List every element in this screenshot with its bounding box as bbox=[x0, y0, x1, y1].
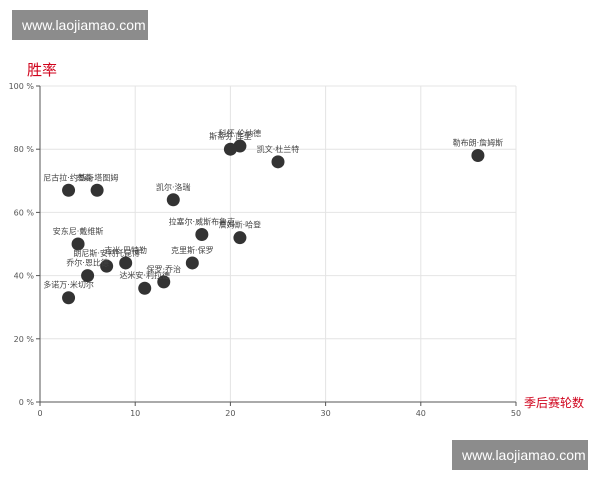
data-point-label: 拉塞尔·威斯布鲁克 bbox=[169, 217, 236, 227]
data-point[interactable] bbox=[195, 228, 209, 242]
tick-labels: 0 10 20 30 40 50 0 % 20 % 40 % 60 % 80 % 100 % bbox=[9, 82, 522, 418]
data-point-label: 杰森·塔图姆 bbox=[76, 172, 119, 182]
watermark-top: www.laojiamao.com bbox=[12, 10, 148, 40]
data-point-label: 保罗·乔治 bbox=[146, 264, 181, 274]
data-point-label: 勒布朗·詹姆斯 bbox=[453, 138, 504, 148]
data-point-label: 达米安·利拉德 bbox=[119, 270, 170, 280]
data-point[interactable] bbox=[166, 193, 180, 207]
data-point-label: 尼古拉·约基奇 bbox=[43, 172, 94, 182]
data-point-label: 吉米·巴特勒 bbox=[104, 245, 147, 255]
grid-lines bbox=[40, 85, 517, 402]
data-point[interactable] bbox=[62, 291, 76, 305]
y-tick-label: 0 % bbox=[19, 398, 35, 407]
data-point-label: 乔尔·恩比德 bbox=[66, 258, 109, 268]
data-point[interactable] bbox=[119, 256, 133, 270]
data-point[interactable] bbox=[100, 259, 114, 273]
data-points[interactable] bbox=[62, 139, 485, 305]
data-point[interactable] bbox=[223, 142, 237, 156]
x-tick-label: 40 bbox=[416, 409, 426, 418]
data-point[interactable] bbox=[233, 231, 247, 245]
data-point[interactable] bbox=[81, 269, 95, 283]
data-point[interactable] bbox=[62, 183, 76, 197]
x-tick-label: 50 bbox=[511, 409, 521, 418]
data-point[interactable] bbox=[71, 237, 85, 251]
data-point[interactable] bbox=[90, 183, 104, 197]
data-point[interactable] bbox=[185, 256, 199, 270]
axes bbox=[36, 85, 517, 406]
data-point-label: 朗尼斯·安特托昆博 bbox=[73, 248, 140, 258]
data-point[interactable] bbox=[471, 149, 485, 163]
y-tick-label: 100 % bbox=[9, 82, 35, 91]
data-point[interactable] bbox=[157, 275, 171, 289]
x-tick-label: 10 bbox=[130, 409, 140, 418]
y-tick-label: 20 % bbox=[14, 335, 35, 344]
y-axis-title: 胜率 bbox=[27, 61, 57, 79]
data-point-label: 科怀·伦纳德 bbox=[219, 128, 262, 138]
data-point[interactable] bbox=[271, 155, 285, 169]
data-point[interactable] bbox=[138, 281, 152, 295]
data-point-label: 克里斯·保罗 bbox=[171, 245, 214, 255]
x-tick-label: 30 bbox=[321, 409, 331, 418]
y-tick-label: 40 % bbox=[14, 272, 35, 281]
y-tick-label: 60 % bbox=[14, 208, 35, 217]
y-tick-label: 80 % bbox=[14, 145, 35, 154]
data-point-label: 凯尔·洛瑞 bbox=[156, 182, 191, 192]
data-point-label: 安东尼·戴维斯 bbox=[53, 226, 104, 236]
x-tick-label: 0 bbox=[37, 409, 42, 418]
data-point-label: 凯文·杜兰特 bbox=[257, 144, 300, 154]
x-axis-title: 季后赛轮数 bbox=[524, 395, 584, 410]
x-tick-label: 20 bbox=[225, 409, 235, 418]
data-point-label: 多诺万·米切尔 bbox=[43, 280, 94, 290]
data-point-label: 斯蒂芬·库里 bbox=[209, 131, 252, 141]
watermark-bottom: www.laojiamao.com bbox=[452, 440, 588, 470]
data-point-label: 詹姆斯·哈登 bbox=[219, 220, 262, 230]
